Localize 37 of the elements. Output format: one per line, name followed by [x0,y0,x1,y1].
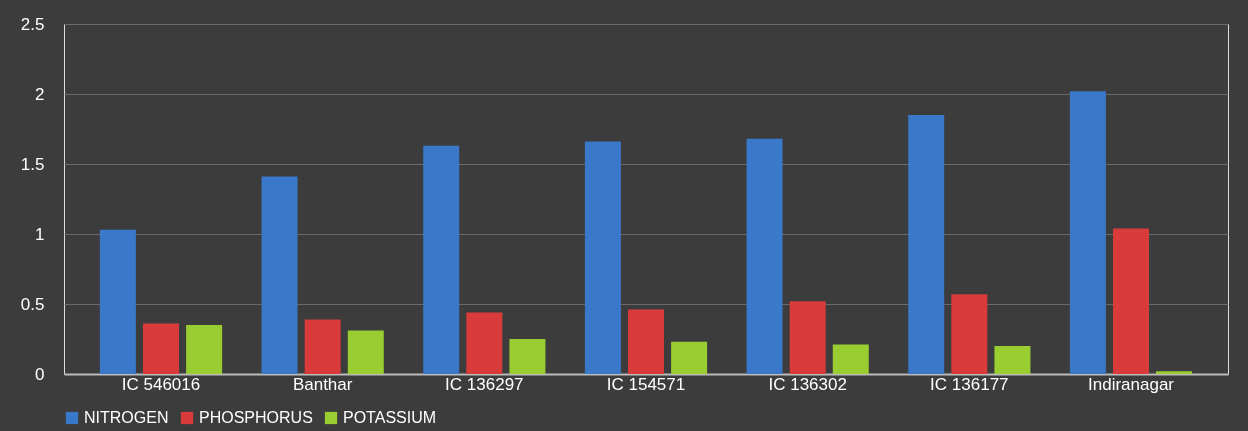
bar [584,141,621,374]
x-tick-label: IC 136177 [930,374,1009,394]
bar [1156,371,1193,374]
bar [951,294,988,374]
bar [671,341,708,374]
bar [789,301,826,374]
bar [746,138,783,374]
bar [304,319,341,374]
bar [994,346,1031,374]
x-tick-label: Banthar [292,374,353,394]
bar [908,115,945,374]
bar [99,229,136,374]
bar [1069,91,1106,374]
y-tick-label: 1 [35,224,45,244]
bar [628,309,664,374]
legend-label: POTASSIUM [343,409,437,426]
x-tick-label: IC 546016 [121,374,201,394]
bar [466,312,503,374]
y-tick-label: 0 [35,364,45,384]
y-tick-label: 0.5 [20,294,45,314]
bar [832,344,869,374]
bar [143,323,179,374]
x-tick-label: IC 154571 [606,374,686,394]
bar [423,145,460,374]
x-tick-label: IC 136302 [768,374,847,394]
x-tick-label: Indiranagar [1087,374,1175,394]
y-tick-label: 2.5 [20,14,45,34]
x-tick-label: IC 136297 [445,374,524,394]
bar [1113,228,1149,374]
y-tick-label: 2 [35,84,45,104]
y-tick-label: 1.5 [20,154,45,174]
legend-label: NITROGEN [84,409,169,426]
bar [347,330,384,374]
legend-label: PHOSPHORUS [199,409,313,426]
bar [261,176,298,374]
bar [509,339,546,374]
bar [186,325,223,374]
